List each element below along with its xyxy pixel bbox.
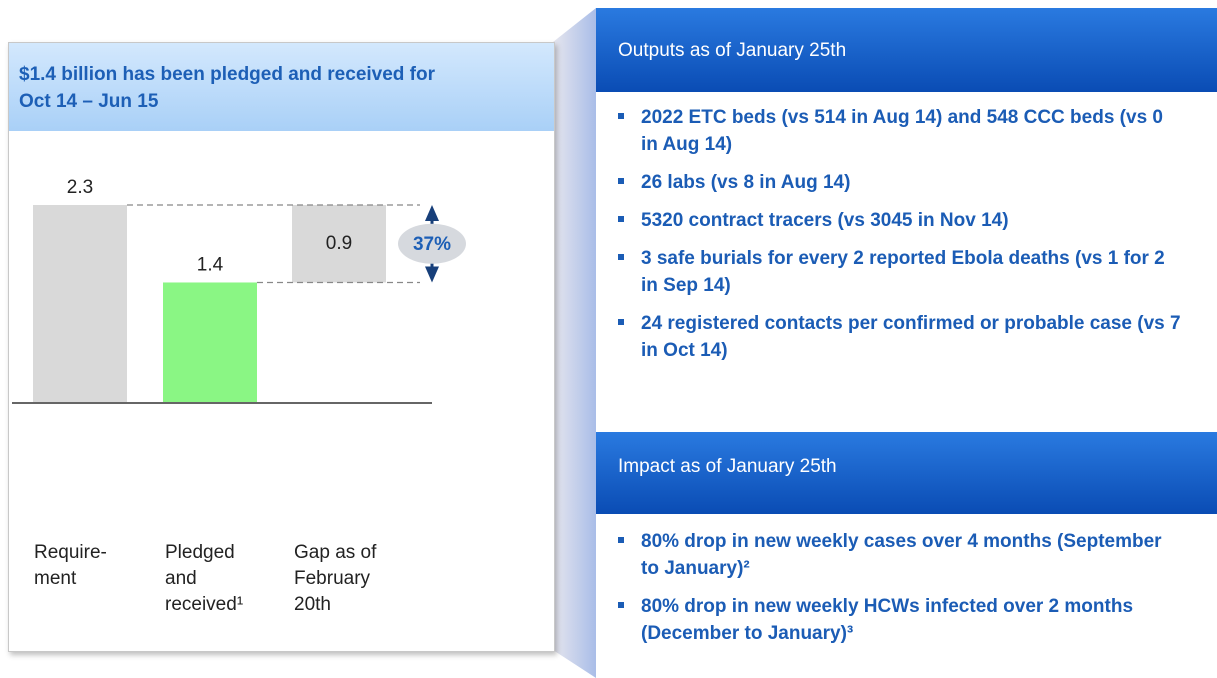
data-label: 0.9: [326, 233, 352, 254]
bullet-text: 2022 ETC beds (vs 514 in Aug 14) and 548…: [641, 107, 1163, 155]
bullet: [618, 178, 624, 184]
bullet: [618, 216, 624, 222]
outputs-list: 2022 ETC beds (vs 514 in Aug 14) and 548…: [596, 104, 1217, 375]
outputs-header: Outputs as of January 25th: [596, 8, 1217, 92]
bullet: [618, 537, 624, 543]
arrow-head: [425, 205, 439, 221]
impact-title: Impact as of January 25th: [618, 456, 837, 477]
connector: [553, 8, 596, 678]
bar: [163, 282, 257, 403]
bullet-text: 24 registered contacts per confirmed or …: [641, 313, 1181, 361]
outputs-title: Outputs as of January 25th: [618, 40, 847, 61]
data-label: 1.4: [197, 254, 224, 275]
bullet-item: 2022 ETC beds (vs 514 in Aug 14) and 548…: [596, 104, 1181, 158]
bullet-text: 26 labs (vs 8 in Aug 14): [641, 172, 851, 193]
bar: [33, 205, 127, 403]
bullet: [618, 602, 624, 608]
bullet-item: 80% drop in new weekly cases over 4 mont…: [596, 528, 1181, 582]
data-label: 2.3: [67, 177, 93, 198]
bar: [292, 205, 386, 283]
annotation-bubble: [398, 223, 466, 264]
chart-title: $1.4 billion has been pledged and receiv…: [19, 64, 436, 112]
bullet-item: 5320 contract tracers (vs 3045 in Nov 14…: [596, 207, 1181, 234]
chart-header: $1.4 billion has been pledged and receiv…: [9, 43, 554, 131]
bullet-text: 80% drop in new weekly HCWs infected ove…: [641, 596, 1134, 644]
bullet: [618, 319, 624, 325]
bullet-item: 24 registered contacts per confirmed or …: [596, 310, 1181, 364]
x-tick-label: Gap as of February 20th: [294, 542, 377, 615]
annotation: 37%: [413, 234, 451, 255]
bullet: [618, 113, 624, 119]
bullet-text: 80% drop in new weekly cases over 4 mont…: [641, 531, 1162, 579]
impact-header: Impact as of January 25th: [596, 432, 1217, 514]
impact-list: 80% drop in new weekly cases over 4 mont…: [596, 528, 1217, 658]
bullet-item: 3 safe burials for every 2 reported Ebol…: [596, 245, 1181, 299]
x-tick-label: Require-ment: [34, 542, 107, 589]
bullet-text: 3 safe burials for every 2 reported Ebol…: [641, 248, 1165, 296]
arrow-head: [425, 266, 439, 283]
bullet-text: 5320 contract tracers (vs 3045 in Nov 14…: [641, 210, 1009, 231]
x-tick-label: Pledged and received¹: [165, 542, 244, 615]
bullet: [618, 254, 624, 260]
bullet-item: 26 labs (vs 8 in Aug 14): [596, 169, 1181, 196]
bullet-item: 80% drop in new weekly HCWs infected ove…: [596, 593, 1181, 647]
